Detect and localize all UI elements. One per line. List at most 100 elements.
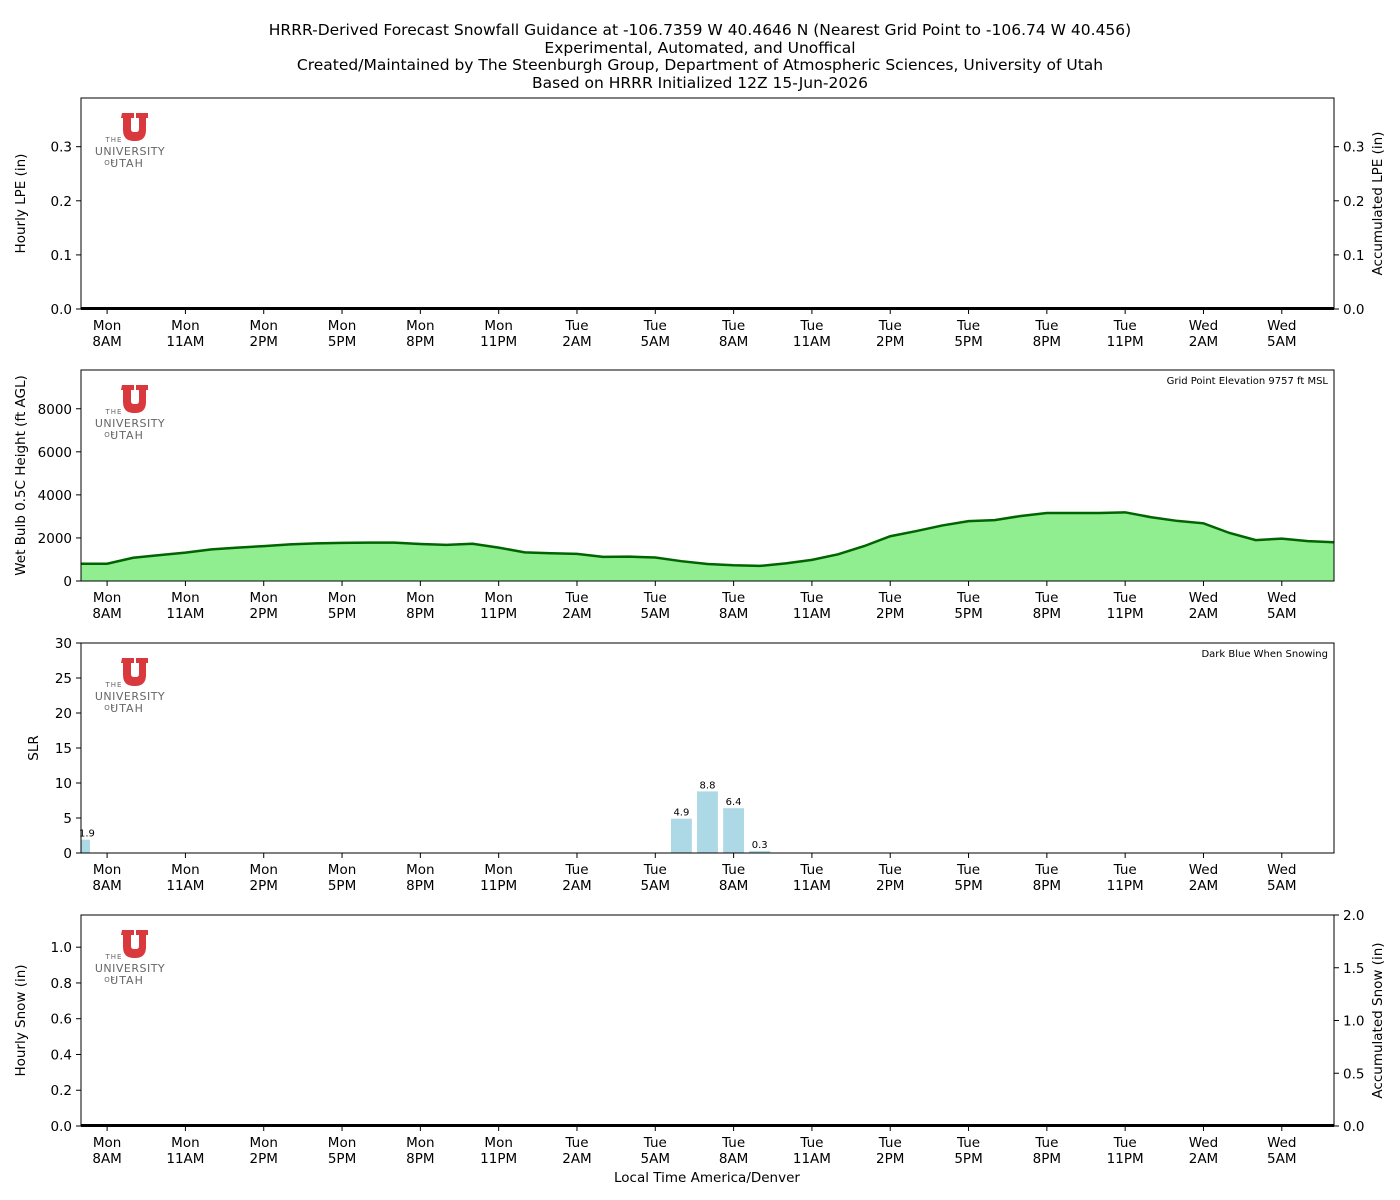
y-tick-label: 0.6	[51, 1012, 72, 1028]
logo-text-utah: UTAH	[110, 429, 144, 442]
chart-title-line-3: Created/Maintained by The Steenburgh Gro…	[296, 56, 1104, 74]
x-tick-label-day: Mon	[484, 318, 512, 334]
slr-bar	[749, 850, 771, 853]
x-tick-label-day: Tue	[643, 318, 667, 334]
y-tick-label: 0.1	[1343, 248, 1364, 264]
x-tick-label-day: Tue	[1113, 590, 1137, 606]
x-tick-label-day: Mon	[249, 862, 277, 878]
logo-text-utah: UTAH	[110, 974, 144, 987]
logo-text-utah: UTAH	[110, 157, 144, 170]
x-tick-label-day: Tue	[956, 590, 980, 606]
x-tick-label-day: Tue	[1113, 318, 1137, 334]
x-tick-label-time: 2AM	[1189, 878, 1218, 894]
y-tick-label: 15	[55, 741, 72, 757]
y-axis-label-right: Accumulated Snow (in)	[1370, 942, 1386, 1098]
slr-bar	[723, 808, 745, 853]
slr-bar-label: 6.4	[726, 797, 742, 808]
y-tick-label: 2000	[38, 531, 72, 547]
x-tick-label-time: 8PM	[1033, 878, 1061, 894]
y-tick-label: 0.3	[1343, 140, 1364, 156]
x-tick-label-day: Tue	[721, 1135, 745, 1151]
x-tick-label-day: Tue	[956, 1135, 980, 1151]
y-tick-label: 0.4	[51, 1047, 72, 1063]
x-tick-label-time: 5AM	[1267, 878, 1296, 894]
x-axis-label: Local Time America/Denver	[614, 1170, 800, 1186]
y-tick-label: 2.0	[1343, 908, 1364, 924]
y-tick-label: 20	[55, 706, 72, 722]
slr-bar-label: 8.8	[700, 780, 716, 791]
y-tick-label: 0.2	[51, 1083, 72, 1099]
panel-frame	[80, 97, 1335, 310]
y-tick-label: 0.3	[51, 140, 72, 156]
x-tick-label-day: Tue	[1034, 318, 1058, 334]
x-tick-label-time: 2AM	[562, 878, 591, 894]
panel-snow: 0.0 0.2 0.4 0.6 0.8 1.0 Hourly Snow (in) 0.0 0.5…	[13, 908, 1386, 1167]
x-tick-label-time: 8AM	[92, 878, 121, 894]
y-axis-label-left: Wet Bulb 0.5C Height (ft AGL)	[13, 375, 29, 576]
x-tick-label-time: 8PM	[1033, 334, 1061, 350]
x-tick-label-day: Mon	[484, 1135, 512, 1151]
slr-bar	[81, 839, 90, 853]
logo-text-the: THE	[105, 681, 123, 689]
x-tick-label-time: 8AM	[92, 334, 121, 350]
x-tick-label-time: 2PM	[876, 878, 904, 894]
y-tick-label: 5	[63, 811, 72, 827]
plot-area-slr: 1.9 4.9 8.8 6.4 0.3	[79, 780, 771, 853]
x-tick-label-time: 11AM	[166, 334, 204, 350]
x-tick-label-day: Mon	[328, 1135, 356, 1151]
x-tick-label-day: Tue	[1034, 1135, 1058, 1151]
slr-bar	[670, 818, 692, 853]
x-tick-label-time: 5PM	[328, 878, 356, 894]
x-tick-label-time: 8PM	[1033, 606, 1061, 622]
y-tick-label: 8000	[38, 402, 72, 418]
y-axis-label-right: Accumulated LPE (in)	[1370, 132, 1386, 276]
x-tick-label-day: Tue	[878, 318, 902, 334]
x-tick-label-day: Mon	[328, 318, 356, 334]
x-tick-label-day: Tue	[799, 590, 823, 606]
x-tick-label-time: 8AM	[719, 1151, 748, 1167]
x-tick-label-day: Tue	[956, 862, 980, 878]
logo-text-the: THE	[105, 136, 123, 144]
y-tick-label: 0.8	[51, 976, 72, 992]
x-tick-label-day: Tue	[878, 1135, 902, 1151]
x-tick-label-time: 2PM	[876, 1151, 904, 1167]
panel-frame	[80, 914, 1335, 1127]
x-tick-label-day: Mon	[406, 318, 434, 334]
x-tick-label-time: 11AM	[793, 606, 831, 622]
x-tick-label-time: 11PM	[1107, 1151, 1144, 1167]
y-axis-label-left: Hourly Snow (in)	[13, 964, 29, 1076]
x-tick-label-time: 2PM	[250, 878, 278, 894]
x-tick-label-time: 8AM	[719, 878, 748, 894]
x-tick-label-time: 5PM	[954, 878, 982, 894]
y-tick-label: 25	[55, 671, 72, 687]
x-tick-label-day: Mon	[171, 1135, 199, 1151]
x-tick-label-day: Tue	[799, 1135, 823, 1151]
logo-text-university: UNIVERSITY	[95, 417, 165, 430]
x-tick-label-time: 2AM	[562, 1151, 591, 1167]
x-tick-label-time: 2PM	[250, 606, 278, 622]
x-tick-label-time: 11PM	[480, 334, 517, 350]
x-tick-label-time: 11PM	[1107, 606, 1144, 622]
chart-panels: 0.0 0.1 0.2 0.3 Hourly LPE (in) 0.0 0.1 0.2 0.3 A…	[13, 97, 1386, 1167]
slr-bar	[697, 791, 718, 853]
x-tick-label-time: 5PM	[328, 606, 356, 622]
x-tick-label-day: Tue	[956, 318, 980, 334]
x-tick-label-day: Wed	[1267, 590, 1296, 606]
logo-text-the: THE	[105, 408, 123, 416]
x-tick-label-time: 2AM	[1189, 606, 1218, 622]
x-tick-label-day: Mon	[171, 862, 199, 878]
y-tick-label: 0.2	[51, 194, 72, 210]
x-tick-label-day: Mon	[406, 862, 434, 878]
panel-frame	[80, 369, 1335, 582]
logo-text-university: UNIVERSITY	[95, 962, 165, 975]
x-tick-label-time: 2PM	[250, 334, 278, 350]
x-tick-label-time: 8PM	[406, 334, 434, 350]
slr-bar-label: 4.9	[673, 808, 689, 819]
y-tick-label: 30	[55, 636, 72, 652]
chart-title-line-1: HRRR-Derived Forecast Snowfall Guidance …	[268, 21, 1132, 39]
x-tick-label-day: Tue	[721, 318, 745, 334]
x-tick-label-time: 11PM	[1107, 878, 1144, 894]
x-tick-label-day: Mon	[328, 590, 356, 606]
x-tick-label-time: 2AM	[562, 334, 591, 350]
